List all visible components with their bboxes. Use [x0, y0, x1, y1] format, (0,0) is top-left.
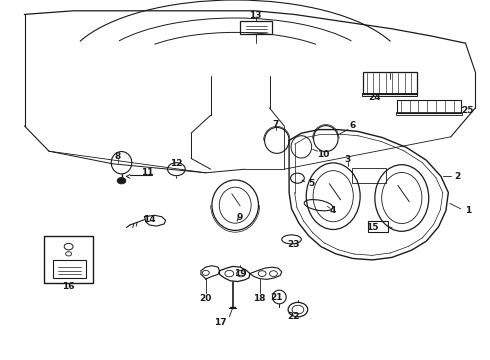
Text: 19: 19 — [234, 269, 246, 278]
Bar — [363, 72, 416, 94]
Text: 21: 21 — [270, 292, 283, 302]
Text: 17: 17 — [214, 318, 227, 327]
Text: 24: 24 — [368, 93, 381, 102]
Text: 20: 20 — [199, 294, 212, 303]
Text: 10: 10 — [317, 150, 330, 158]
Text: 12: 12 — [170, 159, 183, 168]
Text: 16: 16 — [62, 282, 75, 291]
Text: 1: 1 — [465, 206, 471, 215]
Text: 15: 15 — [366, 223, 379, 232]
Bar — [362, 93, 417, 96]
Text: 11: 11 — [141, 168, 153, 177]
Text: 18: 18 — [253, 294, 266, 303]
Bar — [397, 100, 461, 113]
Text: 5: 5 — [308, 179, 314, 188]
Text: 14: 14 — [143, 215, 156, 224]
Text: 25: 25 — [462, 106, 474, 114]
Text: 3: 3 — [345, 154, 351, 163]
Text: 23: 23 — [288, 240, 300, 249]
Text: 7: 7 — [272, 120, 279, 129]
Text: 2: 2 — [455, 172, 461, 181]
Bar — [53, 260, 86, 278]
Text: 13: 13 — [249, 10, 262, 19]
Circle shape — [117, 177, 126, 184]
Text: 9: 9 — [237, 213, 244, 222]
Bar — [396, 112, 462, 115]
Bar — [368, 221, 388, 232]
Bar — [44, 236, 93, 283]
Text: 6: 6 — [350, 122, 356, 130]
Text: 8: 8 — [115, 152, 121, 161]
Text: 4: 4 — [330, 206, 337, 215]
Text: 22: 22 — [288, 312, 300, 321]
Bar — [240, 21, 272, 34]
Bar — [352, 168, 386, 183]
